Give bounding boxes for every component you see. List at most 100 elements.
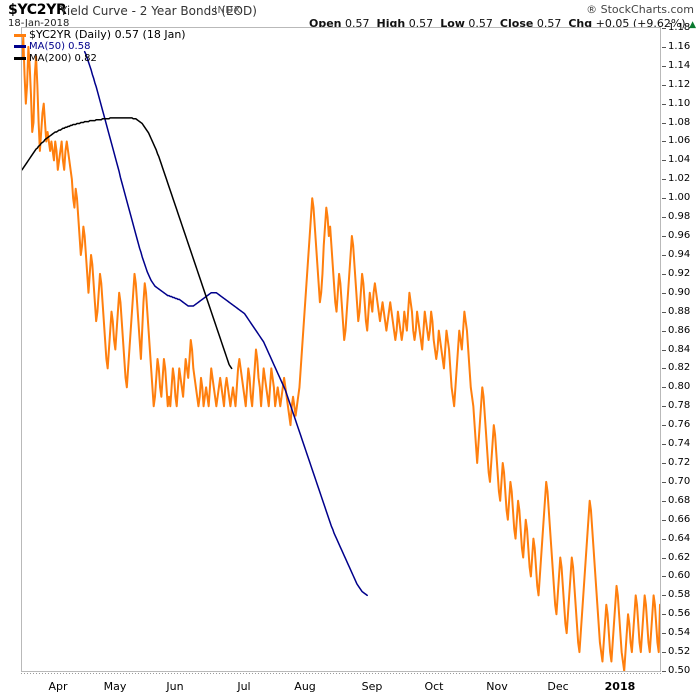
- y-axis-label: 0.90: [668, 286, 691, 298]
- y-axis-label: 0.70: [668, 475, 691, 487]
- stockcharts-brand: ® StockCharts.com: [586, 3, 694, 16]
- y-axis-label: 0.88: [668, 305, 691, 317]
- x-axis-label-oct: Oct: [424, 680, 444, 693]
- y-axis-tick: [662, 481, 666, 483]
- y-axis-tick: [662, 444, 666, 446]
- y-axis-label: 0.92: [668, 267, 691, 279]
- y-axis-tick: [662, 217, 666, 219]
- y-axis-tick: [662, 671, 666, 672]
- y-axis-label: 1.04: [668, 154, 691, 166]
- chg-label: Chg: [568, 17, 593, 30]
- x-axis-label-aug: Aug: [294, 680, 316, 693]
- y-axis-label: 0.82: [668, 362, 691, 374]
- y-axis-label: 0.56: [668, 608, 691, 620]
- y-axis-label: 0.86: [668, 324, 691, 336]
- y-axis-tick: [662, 141, 666, 143]
- y-axis-label: 0.98: [668, 211, 691, 223]
- y-axis-label: 0.76: [668, 419, 691, 431]
- ma200-color-swatch-icon: [14, 56, 26, 60]
- y-axis-label: 0.50: [668, 665, 691, 676]
- y-axis-tick: [662, 311, 666, 313]
- legend-item-ma50[interactable]: MA(50) 0.58: [14, 41, 186, 53]
- y-axis-label: 1.14: [668, 59, 691, 71]
- y-axis-label: 0.60: [668, 570, 691, 582]
- low-value: 0.57: [468, 17, 493, 30]
- x-axis-label-jul: Jul: [237, 680, 251, 693]
- legend-label-price: $YC2YR (Daily) 0.57 (18 Jan): [29, 28, 186, 41]
- chart-header: $YC2YR Yield Curve - 2 Year Bonds (EOD) …: [0, 0, 700, 30]
- series-line-ma-200: [22, 117, 233, 370]
- y-axis: 1.18 1.16 1.14 1.12 1.10 1.08 1.06 1.04 1.02 1.00…: [662, 23, 700, 676]
- y-axis-tick: [662, 406, 666, 408]
- y-axis-tick: [662, 652, 666, 654]
- x-axis-label-apr: Apr: [48, 680, 68, 693]
- x-axis-label-jun: Jun: [166, 680, 184, 693]
- open-label: Open: [308, 17, 342, 30]
- legend-label-ma50: MA(50) 0.58: [29, 41, 91, 52]
- x-axis-label-dec: Dec: [547, 680, 569, 693]
- y-axis-label: 0.64: [668, 532, 691, 544]
- high-value: 0.57: [408, 17, 434, 30]
- x-axis-label-2018: 2018: [604, 680, 636, 693]
- y-axis-label: 1.00: [668, 192, 691, 204]
- y-axis-tick: [662, 349, 666, 351]
- quote-date: 18-Jan-2018: [8, 18, 70, 29]
- y-axis-tick: [662, 425, 666, 427]
- y-axis-label: 0.78: [668, 400, 691, 412]
- y-axis-tick: [662, 84, 666, 86]
- y-axis-label: 0.96: [668, 230, 691, 242]
- close-label: Close: [499, 17, 534, 30]
- y-axis-tick: [662, 179, 666, 181]
- up-arrow-icon: ▲: [689, 20, 696, 30]
- y-axis-label: 1.16: [668, 40, 691, 52]
- y-axis-tick: [662, 633, 666, 635]
- price-chart-svg: [22, 36, 660, 671]
- y-axis-label: 1.12: [668, 78, 691, 90]
- symbol-description: Yield Curve - 2 Year Bonds (EOD): [60, 4, 257, 18]
- y-axis-label: 1.10: [668, 97, 691, 109]
- y-axis-tick: [662, 46, 666, 48]
- x-axis-label-nov: Nov: [486, 680, 508, 693]
- y-axis-label: 0.80: [668, 381, 691, 393]
- y-axis-tick: [662, 538, 666, 540]
- y-axis-tick: [662, 330, 666, 332]
- high-label: High: [376, 17, 406, 30]
- y-axis-label: 0.62: [668, 551, 691, 563]
- x-axis-label-may: May: [103, 680, 127, 693]
- plot-area[interactable]: [21, 27, 661, 672]
- legend-item-price[interactable]: $YC2YR (Daily) 0.57 (18 Jan): [14, 29, 186, 41]
- y-axis-label: 0.94: [668, 248, 691, 260]
- x-axis: Apr May Jun Jul Aug Sep Oct Nov Dec 2018: [0, 673, 700, 700]
- close-value: 0.57: [536, 17, 562, 30]
- y-axis-tick: [662, 254, 666, 256]
- y-axis-label: 1.08: [668, 116, 691, 128]
- y-axis-tick: [662, 65, 666, 67]
- y-axis-tick: [662, 28, 666, 29]
- price-color-swatch-icon: [14, 33, 26, 37]
- y-axis-tick: [662, 500, 666, 502]
- y-axis-tick: [662, 368, 666, 370]
- legend-label-ma200: MA(200) 0.82: [29, 53, 97, 64]
- y-axis-tick: [662, 595, 666, 597]
- quote-bar: Open 0.57 High 0.57 Low 0.57 Close 0.57 …: [309, 17, 696, 30]
- x-axis-label-sep: Sep: [361, 680, 383, 693]
- y-axis-label: 1.06: [668, 135, 691, 147]
- y-axis-label: 0.68: [668, 494, 691, 506]
- y-axis-label: 0.66: [668, 513, 691, 525]
- y-axis-label: 0.58: [668, 589, 691, 601]
- y-axis-label: 0.54: [668, 627, 691, 639]
- series-line-ma-50: [83, 50, 368, 597]
- y-axis-label: 1.02: [668, 173, 691, 185]
- y-axis-tick: [662, 557, 666, 559]
- y-axis-label: 0.52: [668, 646, 691, 658]
- y-axis-tick: [662, 462, 666, 464]
- legend-item-ma200[interactable]: MA(200) 0.82: [14, 53, 186, 65]
- ma50-color-swatch-icon: [14, 44, 26, 48]
- symbol-ticker: $YC2YR: [8, 2, 67, 18]
- y-axis-label: 1.18: [668, 22, 691, 33]
- open-value: 0.57: [345, 17, 370, 30]
- y-axis-label: 0.74: [668, 438, 691, 450]
- y-axis-tick: [662, 198, 666, 200]
- low-label: Low: [440, 17, 465, 30]
